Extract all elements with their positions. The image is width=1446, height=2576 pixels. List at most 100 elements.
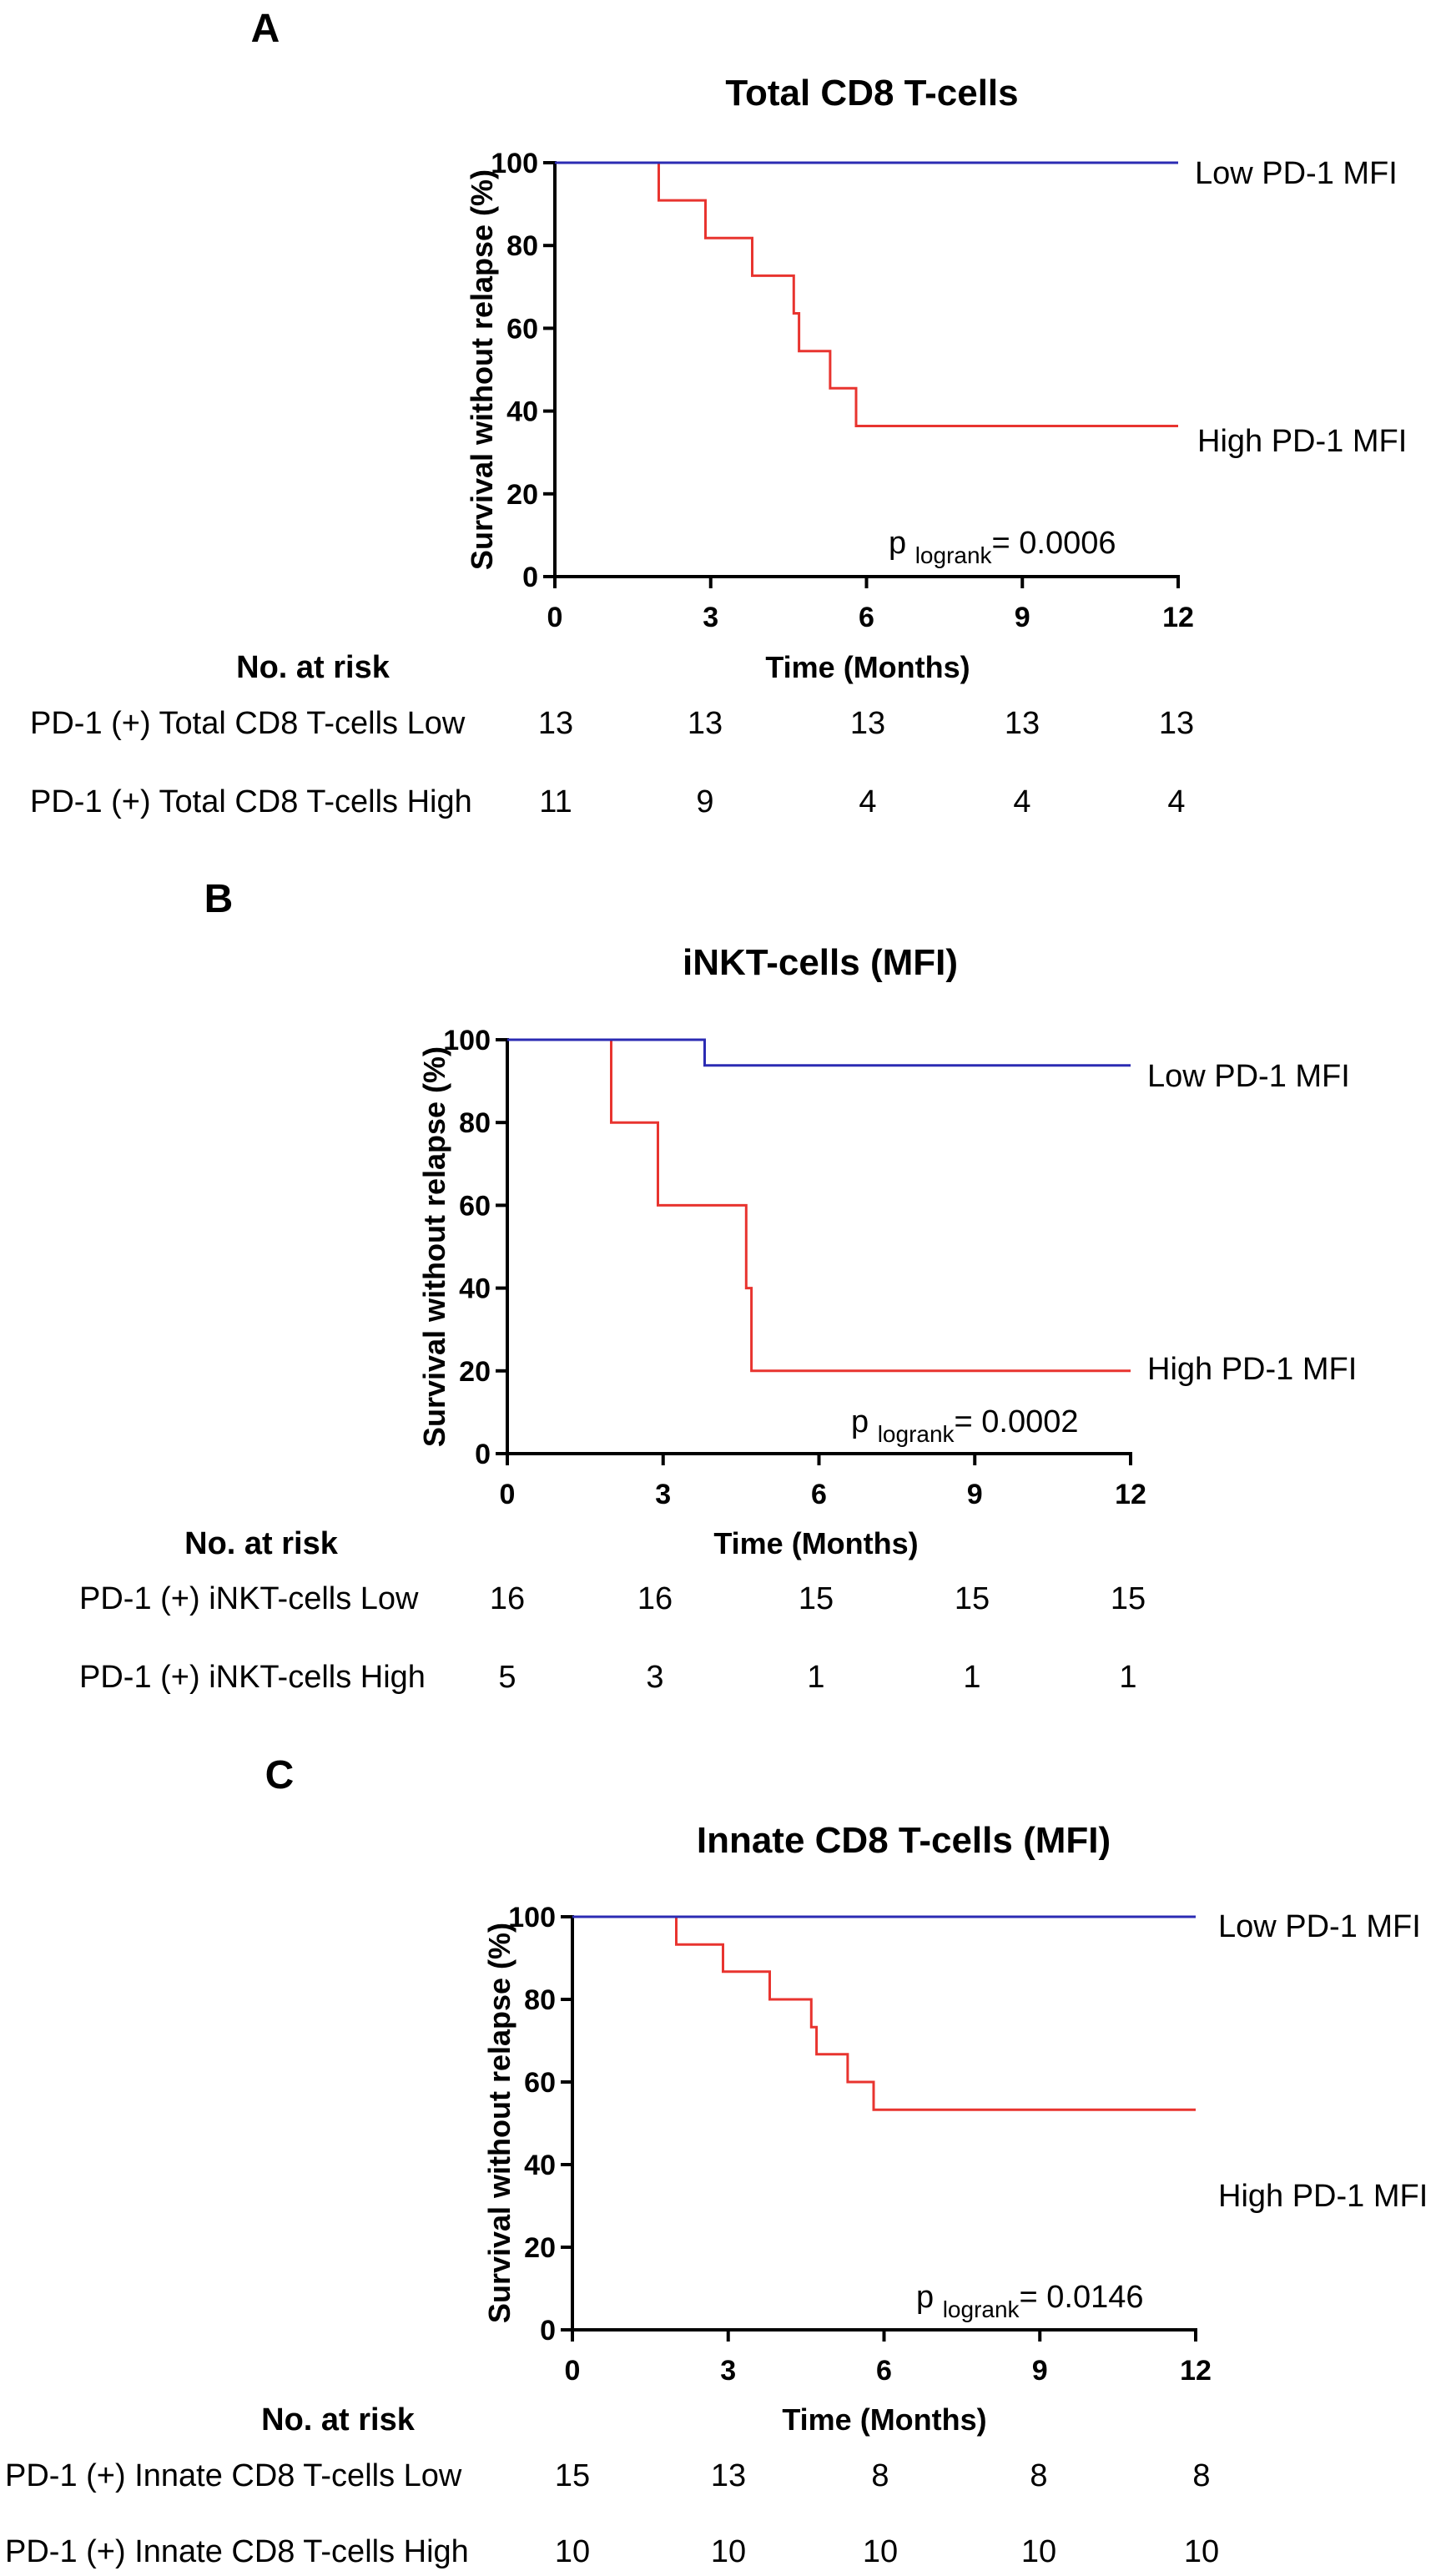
y-tick-label: 20 xyxy=(459,1356,491,1388)
y-axis-title: Survival without relapse (%) xyxy=(417,1046,451,1447)
y-tick-label: 40 xyxy=(524,2150,556,2181)
risk-value: 15 xyxy=(799,1581,834,1616)
x-tick-label: 9 xyxy=(1015,602,1030,633)
series-label-low: Low PD-1 MFI xyxy=(1195,156,1398,191)
y-tick-label: 40 xyxy=(506,396,538,428)
x-tick-label: 9 xyxy=(1032,2355,1048,2387)
risk-value: 10 xyxy=(1021,2534,1056,2569)
y-tick-label: 100 xyxy=(443,1025,491,1056)
x-tick-label: 3 xyxy=(655,1479,671,1510)
risk-value: 16 xyxy=(490,1581,525,1616)
risk-value: 1 xyxy=(1119,1660,1136,1695)
risk-value: 16 xyxy=(637,1581,673,1616)
series-label-high: High PD-1 MFI xyxy=(1147,1352,1357,1387)
series-label-high: High PD-1 MFI xyxy=(1197,424,1407,459)
y-tick-label: 80 xyxy=(506,230,538,262)
risk-row-label: PD-1 (+) Total CD8 T-cells Low xyxy=(30,706,466,741)
survival-curve-high xyxy=(572,1915,1196,2111)
risk-value: 9 xyxy=(696,784,713,819)
risk-value: 4 xyxy=(1167,784,1185,819)
risk-table-heading: No. at risk xyxy=(236,650,390,685)
y-tick-label: 40 xyxy=(459,1273,491,1305)
pvalue-text: p logrank= 0.0146 xyxy=(916,2280,1144,2322)
x-tick-label: 6 xyxy=(859,602,874,633)
risk-value: 13 xyxy=(1159,706,1194,741)
risk-value: 8 xyxy=(1192,2458,1210,2493)
x-tick-label: 3 xyxy=(703,602,718,633)
y-tick-label: 20 xyxy=(524,2232,556,2264)
pvalue-subscript: logrank xyxy=(915,542,993,568)
risk-value: 10 xyxy=(863,2534,898,2569)
chart-title: iNKT-cells (MFI) xyxy=(683,942,958,983)
survival-curve-low xyxy=(507,1038,1131,1067)
x-tick-label: 12 xyxy=(1115,1479,1146,1510)
pvalue-subscript: logrank xyxy=(878,1421,955,1447)
risk-row-label: PD-1 (+) iNKT-cells High xyxy=(79,1660,426,1695)
x-tick-label: 9 xyxy=(967,1479,983,1510)
risk-value: 3 xyxy=(646,1660,663,1695)
risk-value: 10 xyxy=(711,2534,746,2569)
risk-value: 13 xyxy=(538,706,573,741)
panel-letter: B xyxy=(204,877,234,921)
x-tick-label: 12 xyxy=(1180,2355,1212,2387)
pvalue-value: = 0.0006 xyxy=(992,526,1116,561)
risk-value: 8 xyxy=(1030,2458,1047,2493)
chart-panel-a: A Total CD8 T-cells 0 20 40 60 80 100 0 3 6 9 12 Surv… xyxy=(30,7,1407,819)
y-tick-label: 60 xyxy=(506,313,538,345)
series-label-high: High PD-1 MFI xyxy=(1218,2179,1428,2214)
x-tick-label: 0 xyxy=(547,602,563,633)
risk-value: 15 xyxy=(555,2458,590,2493)
y-tick-label: 60 xyxy=(524,2067,556,2099)
risk-value: 13 xyxy=(688,706,723,741)
risk-row-label: PD-1 (+) iNKT-cells Low xyxy=(79,1581,419,1616)
chart-panel-c: C Innate CD8 T-cells (MFI) 0 20 40 60 80 100 0 3 6… xyxy=(5,1753,1428,2569)
x-axis-title: Time (Months) xyxy=(765,650,970,684)
y-tick-label: 80 xyxy=(524,1984,556,2016)
pvalue-value: = 0.0146 xyxy=(1020,2280,1144,2315)
series-label-low: Low PD-1 MFI xyxy=(1218,1909,1421,1944)
risk-value: 13 xyxy=(850,706,885,741)
series-label-low: Low PD-1 MFI xyxy=(1147,1059,1350,1094)
risk-value: 5 xyxy=(498,1660,516,1695)
y-tick-label: 60 xyxy=(459,1190,491,1222)
x-tick-label: 0 xyxy=(500,1479,516,1510)
y-tick-label: 0 xyxy=(522,562,538,593)
x-axis-title: Time (Months) xyxy=(782,2402,986,2437)
risk-row-label: PD-1 (+) Innate CD8 T-cells Low xyxy=(5,2458,462,2493)
y-axis-title: Survival without relapse (%) xyxy=(482,1923,516,2323)
pvalue-prefix: p xyxy=(916,2280,943,2315)
risk-value: 8 xyxy=(871,2458,889,2493)
risk-table-heading: No. at risk xyxy=(184,1526,339,1561)
y-axis-title: Survival without relapse (%) xyxy=(465,169,499,570)
x-tick-label: 6 xyxy=(876,2355,892,2387)
survival-curve-high xyxy=(507,1038,1131,1373)
pvalue-prefix: p xyxy=(889,526,915,561)
pvalue-text: p logrank= 0.0002 xyxy=(851,1404,1079,1447)
x-tick-label: 0 xyxy=(565,2355,581,2387)
risk-value: 4 xyxy=(1013,784,1030,819)
survival-curve-high xyxy=(555,161,1178,427)
x-tick-label: 12 xyxy=(1162,602,1194,633)
risk-value: 10 xyxy=(555,2534,590,2569)
risk-row-label: PD-1 (+) Innate CD8 T-cells High xyxy=(5,2534,469,2569)
y-tick-label: 100 xyxy=(508,1902,556,1933)
risk-row-label: PD-1 (+) Total CD8 T-cells High xyxy=(30,784,472,819)
y-tick-label: 80 xyxy=(459,1107,491,1139)
x-axis-title: Time (Months) xyxy=(713,1526,918,1560)
pvalue-value: = 0.0002 xyxy=(955,1404,1079,1439)
panel-letter: A xyxy=(251,7,280,51)
risk-value: 15 xyxy=(1111,1581,1146,1616)
x-tick-label: 6 xyxy=(811,1479,827,1510)
risk-value: 10 xyxy=(1184,2534,1219,2569)
y-tick-label: 20 xyxy=(506,479,538,511)
risk-table-heading: No. at risk xyxy=(261,2402,416,2437)
risk-value: 15 xyxy=(955,1581,990,1616)
risk-value: 1 xyxy=(807,1660,824,1695)
pvalue-text: p logrank= 0.0006 xyxy=(889,526,1116,568)
risk-value: 4 xyxy=(859,784,876,819)
risk-value: 11 xyxy=(539,784,572,819)
y-tick-label: 0 xyxy=(475,1439,491,1470)
x-tick-label: 3 xyxy=(720,2355,736,2387)
